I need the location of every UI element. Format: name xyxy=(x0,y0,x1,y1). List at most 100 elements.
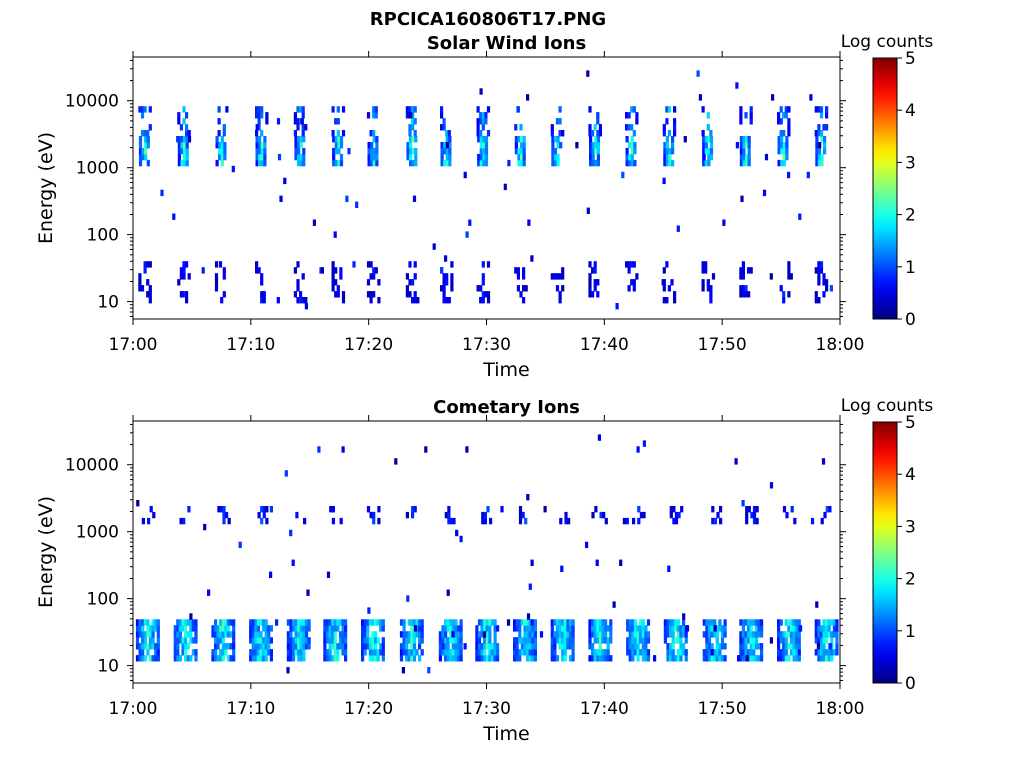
heatmap-cell xyxy=(684,631,688,638)
heatmap-cell xyxy=(528,583,532,590)
heatmap-cell xyxy=(752,619,756,626)
heatmap-cell xyxy=(334,267,338,274)
heatmap-cell xyxy=(591,267,595,274)
heatmap-cell xyxy=(440,147,444,155)
heatmap-cell xyxy=(232,643,236,650)
heatmap-cell xyxy=(626,637,630,644)
heatmap-cell xyxy=(734,458,738,465)
heatmap-cell xyxy=(480,649,484,656)
heatmap-cell xyxy=(642,511,646,519)
heatmap-cell xyxy=(760,655,764,662)
heatmap-cell xyxy=(596,279,600,286)
heatmap-cell xyxy=(224,631,228,638)
heatmap-cell xyxy=(630,106,634,113)
heatmap-cell xyxy=(407,619,411,626)
heatmap-cell xyxy=(792,631,796,638)
heatmap-cell xyxy=(706,112,710,119)
heatmap-cell xyxy=(445,130,449,137)
heatmap-cell xyxy=(328,655,332,662)
heatmap-cell xyxy=(262,291,266,298)
heatmap-cell xyxy=(136,500,140,507)
heatmap-cell xyxy=(366,643,370,650)
heatmap-cell xyxy=(792,655,796,662)
heatmap-cell xyxy=(755,517,759,525)
heatmap-cell xyxy=(628,159,632,167)
heatmap-cell xyxy=(427,667,431,674)
heatmap-cell xyxy=(374,112,378,119)
heatmap-cell xyxy=(752,511,757,519)
heatmap-cell xyxy=(176,619,180,626)
heatmap-cell xyxy=(558,291,562,298)
heatmap-cell xyxy=(779,637,783,644)
heatmap-cell xyxy=(777,159,781,167)
heatmap-cell xyxy=(156,637,160,644)
heatmap-cell xyxy=(194,655,198,662)
heatmap-cell xyxy=(182,106,186,113)
heatmap-cell xyxy=(641,655,645,662)
heatmap-cell xyxy=(176,136,180,143)
heatmap-cell xyxy=(371,631,375,638)
heatmap-cell xyxy=(633,643,638,650)
heatmap-cell xyxy=(189,655,193,662)
heatmap-cell xyxy=(835,625,839,632)
heatmap-cell xyxy=(628,649,632,656)
heatmap-cell xyxy=(259,643,263,650)
heatmap-cell xyxy=(336,130,340,137)
heatmap-cell xyxy=(481,261,485,268)
heatmap-cell xyxy=(676,625,680,632)
heatmap-cell xyxy=(443,159,447,167)
heatmap-cell xyxy=(338,619,343,626)
heatmap-cell xyxy=(251,643,255,650)
heatmap-cell xyxy=(302,136,306,143)
heatmap-cell xyxy=(484,112,488,119)
heatmap-cell xyxy=(784,655,788,662)
heatmap-cell xyxy=(148,637,153,644)
heatmap-cell xyxy=(747,619,751,626)
heatmap-cell xyxy=(377,506,381,513)
heatmap-cell xyxy=(598,625,602,632)
heatmap-cell xyxy=(596,631,600,638)
heatmap-cell xyxy=(302,625,306,632)
heatmap-cell xyxy=(747,291,751,298)
heatmap-cell xyxy=(418,637,422,644)
heatmap-cell xyxy=(302,153,306,161)
heatmap-cell xyxy=(795,631,799,638)
heatmap-cell xyxy=(626,619,630,626)
heatmap-cell xyxy=(550,643,554,650)
heatmap-cell xyxy=(822,637,826,644)
heatmap-cell xyxy=(609,625,613,632)
heatmap-cell xyxy=(561,130,565,137)
heatmap-cell xyxy=(138,106,142,113)
heatmap-cell xyxy=(782,142,786,149)
heatmap-cell xyxy=(254,643,258,650)
heatmap-cell xyxy=(325,631,330,638)
heatmap-cell xyxy=(178,619,182,626)
heatmap-cell xyxy=(456,655,461,662)
heatmap-cell xyxy=(641,637,645,644)
heatmap-cell xyxy=(371,655,375,662)
heatmap-cell xyxy=(304,297,308,304)
heatmap-cell xyxy=(674,517,679,525)
heatmap-cell xyxy=(513,625,517,632)
heatmap-cell xyxy=(264,643,268,650)
heatmap-cell xyxy=(630,124,634,131)
heatmap-cell xyxy=(177,279,181,286)
heatmap-cell xyxy=(625,517,629,525)
heatmap-cell xyxy=(625,136,629,143)
heatmap-cell xyxy=(296,285,300,292)
heatmap-cell xyxy=(456,649,461,656)
heatmap-cell xyxy=(297,142,301,149)
heatmap-cell xyxy=(493,631,497,638)
heatmap-cell xyxy=(604,655,608,662)
colorbar-tick-label: 1 xyxy=(905,258,916,278)
heatmap-cell xyxy=(451,631,455,638)
heatmap-cell xyxy=(493,637,497,644)
heatmap-cell xyxy=(745,153,749,161)
heatmap-cell xyxy=(483,625,487,632)
heatmap-cell xyxy=(741,285,745,292)
heatmap-cell xyxy=(269,649,273,656)
heatmap-cell xyxy=(440,285,444,292)
heatmap-cell xyxy=(184,631,188,638)
heatmap-cell xyxy=(420,637,424,644)
heatmap-cell xyxy=(369,511,373,519)
